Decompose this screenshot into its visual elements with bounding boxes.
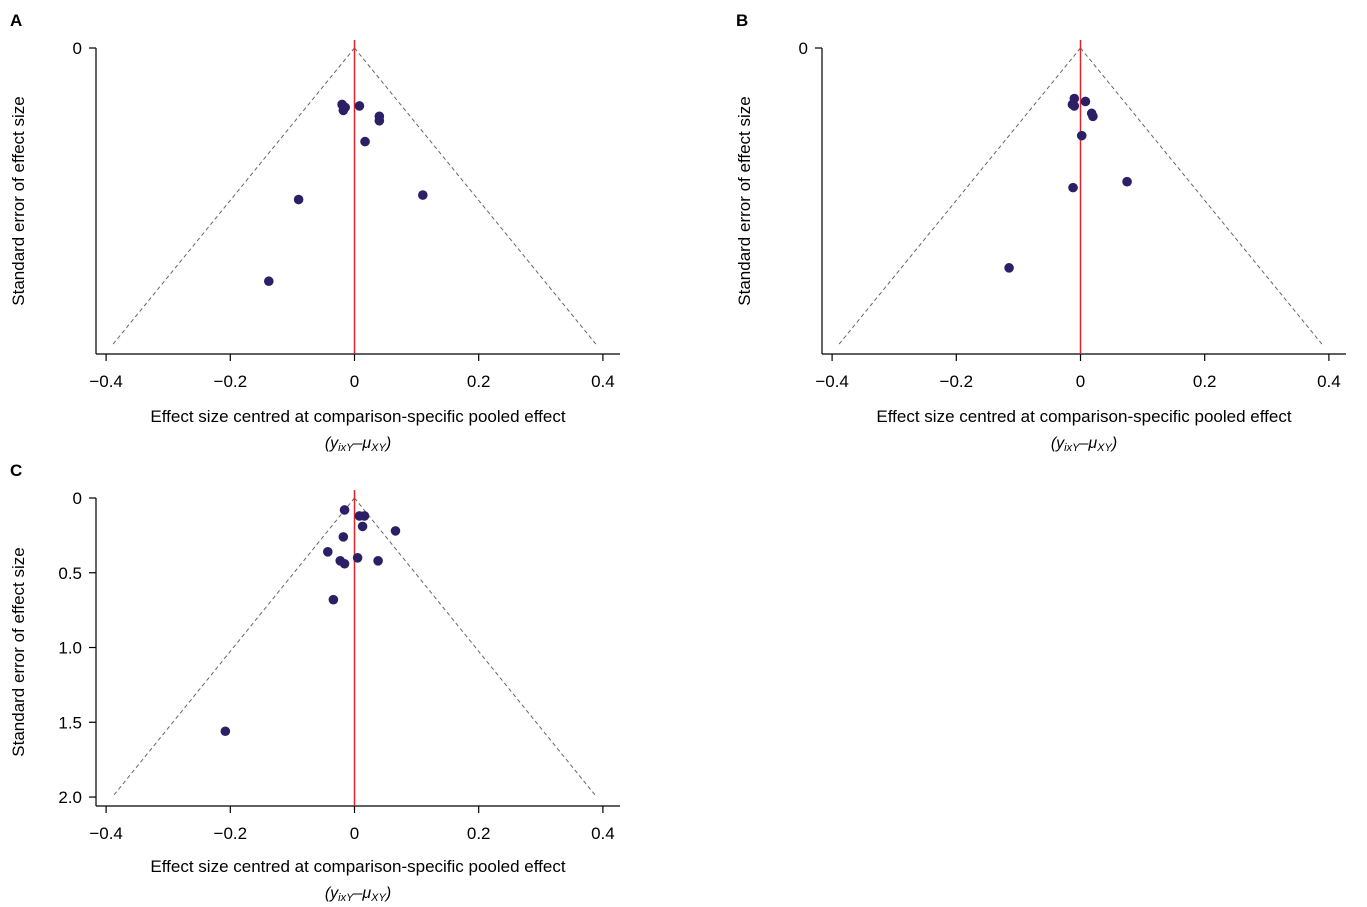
data-point: [390, 526, 401, 536]
x-axis-formula-open: (: [1051, 435, 1058, 452]
y-tick-label: 0.5: [58, 564, 82, 583]
funnel-left-boundary: [837, 47, 1081, 346]
data-point: [1004, 263, 1014, 273]
panel-a: A −0.4 −0.2 0 0.2 0.4 0 Effect size centred at …: [9, 11, 620, 454]
x-axis-formula: (yixY–μXY): [325, 435, 391, 454]
data-point: [1068, 182, 1078, 193]
funnel-left-boundary: [111, 47, 355, 346]
funnel-left-boundary: [111, 497, 355, 798]
x-tick-label: 0.2: [467, 824, 491, 843]
y-tick-label: 1.0: [58, 639, 82, 658]
panel-letter: A: [10, 11, 22, 30]
x-axis-formula-mu-sub: XY: [1096, 442, 1112, 454]
x-tick-label: −0.4: [89, 824, 123, 843]
y-tick-label: 0: [799, 39, 808, 58]
x-axis-formula-dash: –: [1078, 435, 1088, 452]
x-tick-label: 0.2: [1193, 372, 1217, 391]
data-point: [1122, 176, 1132, 187]
y-axis-title: Standard error of effect size: [9, 547, 28, 756]
data-point: [328, 594, 339, 605]
panel-b: B −0.4 −0.2 0 0.2 0.4 0 Effect size centred at …: [735, 11, 1346, 454]
y-tick-label: 2.0: [58, 788, 82, 807]
data-point: [418, 190, 428, 200]
data-point: [1080, 96, 1091, 107]
x-tick-label: −0.2: [214, 372, 248, 391]
data-point: [338, 105, 349, 116]
x-tick-label: 0.2: [467, 372, 491, 391]
x-axis-title: Effect size centred at comparison-specif…: [150, 857, 565, 876]
data-point: [338, 532, 349, 542]
data-point: [1076, 130, 1087, 141]
x-axis-formula-close: ): [1110, 435, 1117, 452]
x-axis-formula-y: y: [1055, 435, 1065, 452]
x-axis-formula-dash: –: [352, 885, 362, 902]
x-tick-label: −0.2: [940, 372, 974, 391]
x-tick-label: −0.4: [89, 372, 123, 391]
data-point: [357, 521, 368, 532]
x-axis-formula-dash: –: [352, 435, 362, 452]
x-tick-label: 0: [350, 372, 359, 391]
data-point: [220, 726, 231, 737]
data-point: [352, 553, 363, 563]
x-axis-formula-y: y: [329, 435, 339, 452]
panel-letter: B: [736, 11, 748, 30]
x-axis-formula-close: ): [384, 885, 391, 902]
data-point: [374, 115, 385, 126]
x-axis-formula-mu-sub: XY: [370, 892, 386, 904]
y-tick-label: 1.5: [58, 713, 82, 732]
x-tick-label: 0: [350, 824, 359, 843]
data-point: [354, 101, 365, 111]
x-tick-label: 0.4: [591, 372, 615, 391]
data-point: [360, 136, 370, 147]
x-tick-label: −0.4: [815, 372, 849, 391]
y-tick-label: 0: [73, 489, 82, 508]
x-axis-formula-open: (: [325, 435, 332, 452]
x-axis-title: Effect size centred at comparison-specif…: [876, 407, 1291, 426]
x-axis-formula: (yixY–μXY): [1051, 435, 1117, 454]
x-axis-formula-mu: μ: [361, 435, 371, 452]
x-tick-label: 0.4: [1317, 372, 1341, 391]
data-point: [322, 547, 333, 557]
funnel-right-boundary: [354, 47, 598, 346]
y-axis-title: Standard error of effect size: [9, 96, 28, 305]
data-point: [373, 555, 383, 566]
x-axis-formula-close: ): [384, 435, 391, 452]
y-axis-title: Standard error of effect size: [735, 96, 754, 305]
data-point: [293, 194, 304, 205]
data-point: [339, 505, 350, 515]
x-axis-formula-open: (: [325, 885, 332, 902]
data-point: [359, 511, 370, 521]
funnel-right-boundary: [354, 497, 598, 798]
data-point: [264, 276, 274, 287]
x-axis-formula-y-sub: ixY: [1064, 442, 1080, 454]
x-tick-label: 0: [1076, 372, 1085, 391]
data-point: [1088, 111, 1098, 122]
panel-letter: C: [10, 461, 22, 480]
panel-c: C −0.4 −0.2 0 0.2 0.4 0 0.5 1.0 1.5 2.0 Effect size…: [9, 461, 620, 904]
x-axis-formula-mu-sub: XY: [370, 442, 386, 454]
data-point: [1069, 101, 1080, 111]
data-point: [339, 558, 350, 569]
x-axis-formula-mu: μ: [1087, 435, 1097, 452]
x-axis-formula: (yixY–μXY): [325, 885, 391, 904]
x-axis-formula-y-sub: ixY: [338, 892, 354, 904]
x-axis-title: Effect size centred at comparison-specif…: [150, 407, 565, 426]
funnel-right-boundary: [1080, 47, 1324, 346]
x-axis-formula-y: y: [329, 885, 339, 902]
x-axis-formula-y-sub: ixY: [338, 442, 354, 454]
x-tick-label: −0.2: [214, 824, 248, 843]
x-tick-label: 0.4: [591, 824, 615, 843]
x-axis-formula-mu: μ: [361, 885, 371, 902]
y-tick-label: 0: [73, 39, 82, 58]
